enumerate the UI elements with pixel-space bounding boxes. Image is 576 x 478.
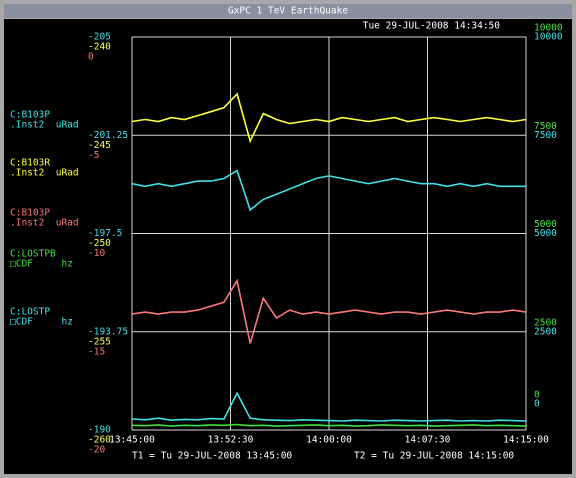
plot-background	[4, 19, 572, 474]
right-tick-label: 7500	[534, 130, 557, 141]
channel-name: C:LOSTP	[10, 307, 50, 318]
right-tick-label: 2500	[534, 326, 557, 337]
channel-name: C:B103R	[10, 158, 50, 169]
left-tick-label: -205	[88, 32, 111, 43]
x-tick-label: 14:15:00	[503, 435, 549, 446]
footer-t1: T1 = Tu 29-JUL-2008 13:45:00	[132, 451, 292, 462]
trace	[131, 169, 526, 212]
channel-detail: .Inst2 uRad	[10, 120, 79, 131]
footer-t2: T2 = Tu 29-JUL-2008 14:15:00	[354, 451, 514, 462]
window-title: GxPC 1 TeV EarthQuake	[228, 6, 348, 17]
channel-detail: □CDF hz	[10, 259, 73, 270]
right-tick-label: 0	[534, 390, 540, 401]
x-tick-label: 13:52:30	[208, 435, 254, 446]
left-tick-label: -245	[88, 140, 111, 151]
x-tick-label: 13:45:00	[109, 435, 155, 446]
left-tick-label: -260	[88, 435, 111, 446]
timestamp: Tue 29-JUL-2008 14:34:50	[363, 21, 501, 32]
left-tick-label: -250	[88, 238, 111, 249]
right-tick-label: 5000	[534, 219, 557, 230]
right-tick-label: 0	[534, 399, 540, 410]
right-tick-label: 10000	[534, 32, 563, 43]
left-tick-label: -193.75	[88, 326, 128, 337]
x-tick-label: 14:07:30	[405, 435, 451, 446]
title-bar[interactable]	[4, 4, 572, 18]
trace	[131, 278, 527, 344]
right-tick-label: 7500	[534, 121, 557, 132]
right-tick-label: 10000	[534, 23, 563, 34]
channel-detail: □CDF hz	[10, 317, 73, 328]
channel-detail: .Inst2 uRad	[10, 218, 79, 229]
left-tick-label: -201.25	[88, 130, 128, 141]
channel-name: C:LOSTPB	[10, 249, 56, 260]
right-tick-label: 5000	[534, 228, 557, 239]
channel-detail: .Inst2 uRad	[10, 168, 79, 179]
channel-name: C:B103P	[10, 208, 50, 219]
x-tick-label: 14:00:00	[306, 435, 352, 446]
left-tick-label: -15	[88, 346, 105, 357]
trace	[131, 423, 527, 427]
left-tick-label: -5	[88, 150, 99, 161]
left-tick-label: 0	[88, 52, 94, 63]
left-tick-label: -10	[88, 248, 105, 259]
channel-name: C:B103P	[10, 110, 50, 121]
right-tick-label: 2500	[534, 317, 557, 328]
left-tick-label: -190	[88, 425, 111, 436]
trace	[131, 92, 527, 144]
left-tick-label: -197.5	[88, 228, 122, 239]
trace	[131, 391, 527, 422]
left-tick-label: -20	[88, 445, 105, 456]
left-tick-label: -240	[88, 42, 111, 53]
left-tick-label: -255	[88, 336, 111, 347]
